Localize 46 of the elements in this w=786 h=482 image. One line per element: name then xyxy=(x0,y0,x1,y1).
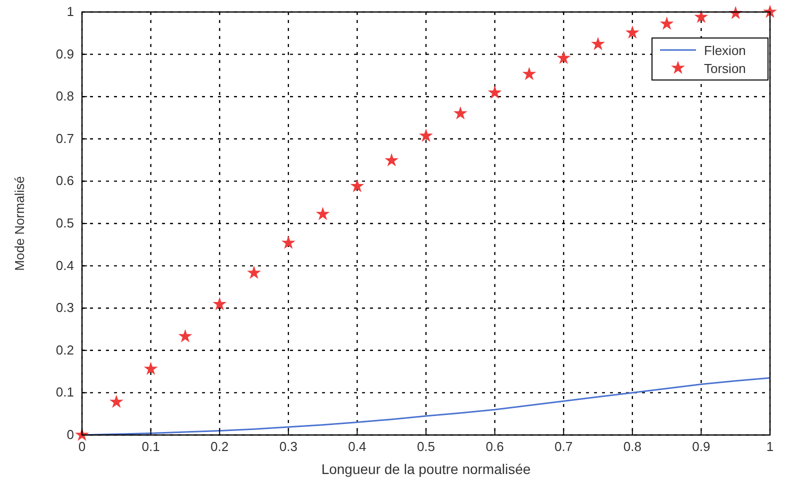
x-tick-label: 0.7 xyxy=(554,439,573,454)
x-tick-label: 0.6 xyxy=(486,439,504,454)
point xyxy=(522,66,536,80)
point xyxy=(212,296,227,310)
y-tick-label: 0.4 xyxy=(56,258,74,273)
point xyxy=(488,85,502,99)
point xyxy=(694,10,708,23)
x-tick-label: 0.9 xyxy=(692,439,710,454)
x-axis-title: Longueur de la poutre normalisée xyxy=(321,461,531,477)
point xyxy=(625,25,640,39)
point xyxy=(763,4,777,18)
y-tick-label: 1 xyxy=(66,4,74,19)
point xyxy=(591,36,605,50)
point xyxy=(109,394,124,408)
legend-label: Flexion xyxy=(704,43,746,58)
legend-label: Torsion xyxy=(704,61,746,76)
x-tick-label: 0 xyxy=(78,439,86,454)
point xyxy=(350,178,364,192)
y-tick-label: 0 xyxy=(66,427,74,442)
y-tick-label: 0.6 xyxy=(56,173,74,188)
y-tick-label: 0.8 xyxy=(56,88,74,104)
y-tick-label: 0.1 xyxy=(56,384,74,400)
point xyxy=(384,153,399,166)
x-tick-label: 0.1 xyxy=(142,439,160,454)
y-tick-label: 0.7 xyxy=(56,130,74,146)
y-axis-title: Mode Normalisé xyxy=(12,176,27,271)
x-tick-label: 0.4 xyxy=(348,439,366,454)
x-tick-label: 0.3 xyxy=(279,439,298,454)
point xyxy=(419,128,433,142)
point xyxy=(281,236,296,249)
point xyxy=(556,50,571,64)
point xyxy=(247,266,261,279)
x-tick-label: 0.8 xyxy=(623,439,642,454)
y-tick-label: 0.2 xyxy=(56,342,74,358)
y-tick-label: 0.9 xyxy=(56,46,74,62)
y-tick-label: 0.3 xyxy=(56,300,74,316)
x-tick-label: 0.2 xyxy=(210,439,229,454)
point xyxy=(178,329,192,342)
y-tick-label: 0.5 xyxy=(56,216,74,230)
x-tick-label: 0.5 xyxy=(416,439,436,454)
point xyxy=(660,16,674,30)
point xyxy=(316,206,330,220)
point xyxy=(453,106,468,120)
point xyxy=(75,428,89,441)
x-tick-label: 1 xyxy=(766,439,774,454)
point xyxy=(144,362,158,375)
